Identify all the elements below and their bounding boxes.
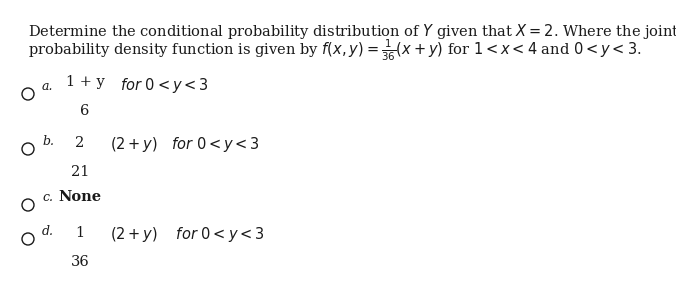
Text: 36: 36 bbox=[70, 255, 89, 269]
Text: probability density function is given by $f(x, y) = \frac{1}{36}(x + y)$ for $1 : probability density function is given by… bbox=[28, 38, 642, 63]
Text: Determine the conditional probability distribution of $Y$ given that $X = 2$. Wh: Determine the conditional probability di… bbox=[28, 22, 676, 41]
Text: 6: 6 bbox=[80, 104, 90, 118]
Text: b.: b. bbox=[42, 135, 54, 148]
Text: 21: 21 bbox=[71, 165, 89, 179]
Text: None: None bbox=[58, 190, 101, 204]
Text: c.: c. bbox=[42, 191, 53, 204]
Text: $\mathit{for}\ 0 < y < 3$: $\mathit{for}\ 0 < y < 3$ bbox=[120, 76, 209, 95]
Text: 1 + y: 1 + y bbox=[66, 75, 104, 89]
Text: 2: 2 bbox=[76, 136, 84, 150]
Text: a.: a. bbox=[42, 80, 53, 93]
Text: $(2+y)$    $\mathit{for}\ 0 < y < 3$: $(2+y)$ $\mathit{for}\ 0 < y < 3$ bbox=[110, 225, 265, 244]
Text: d.: d. bbox=[42, 225, 54, 238]
Text: 1: 1 bbox=[76, 226, 84, 240]
Text: $(2+y)$   $\mathit{for}\ 0 < y < 3$: $(2+y)$ $\mathit{for}\ 0 < y < 3$ bbox=[110, 135, 260, 154]
